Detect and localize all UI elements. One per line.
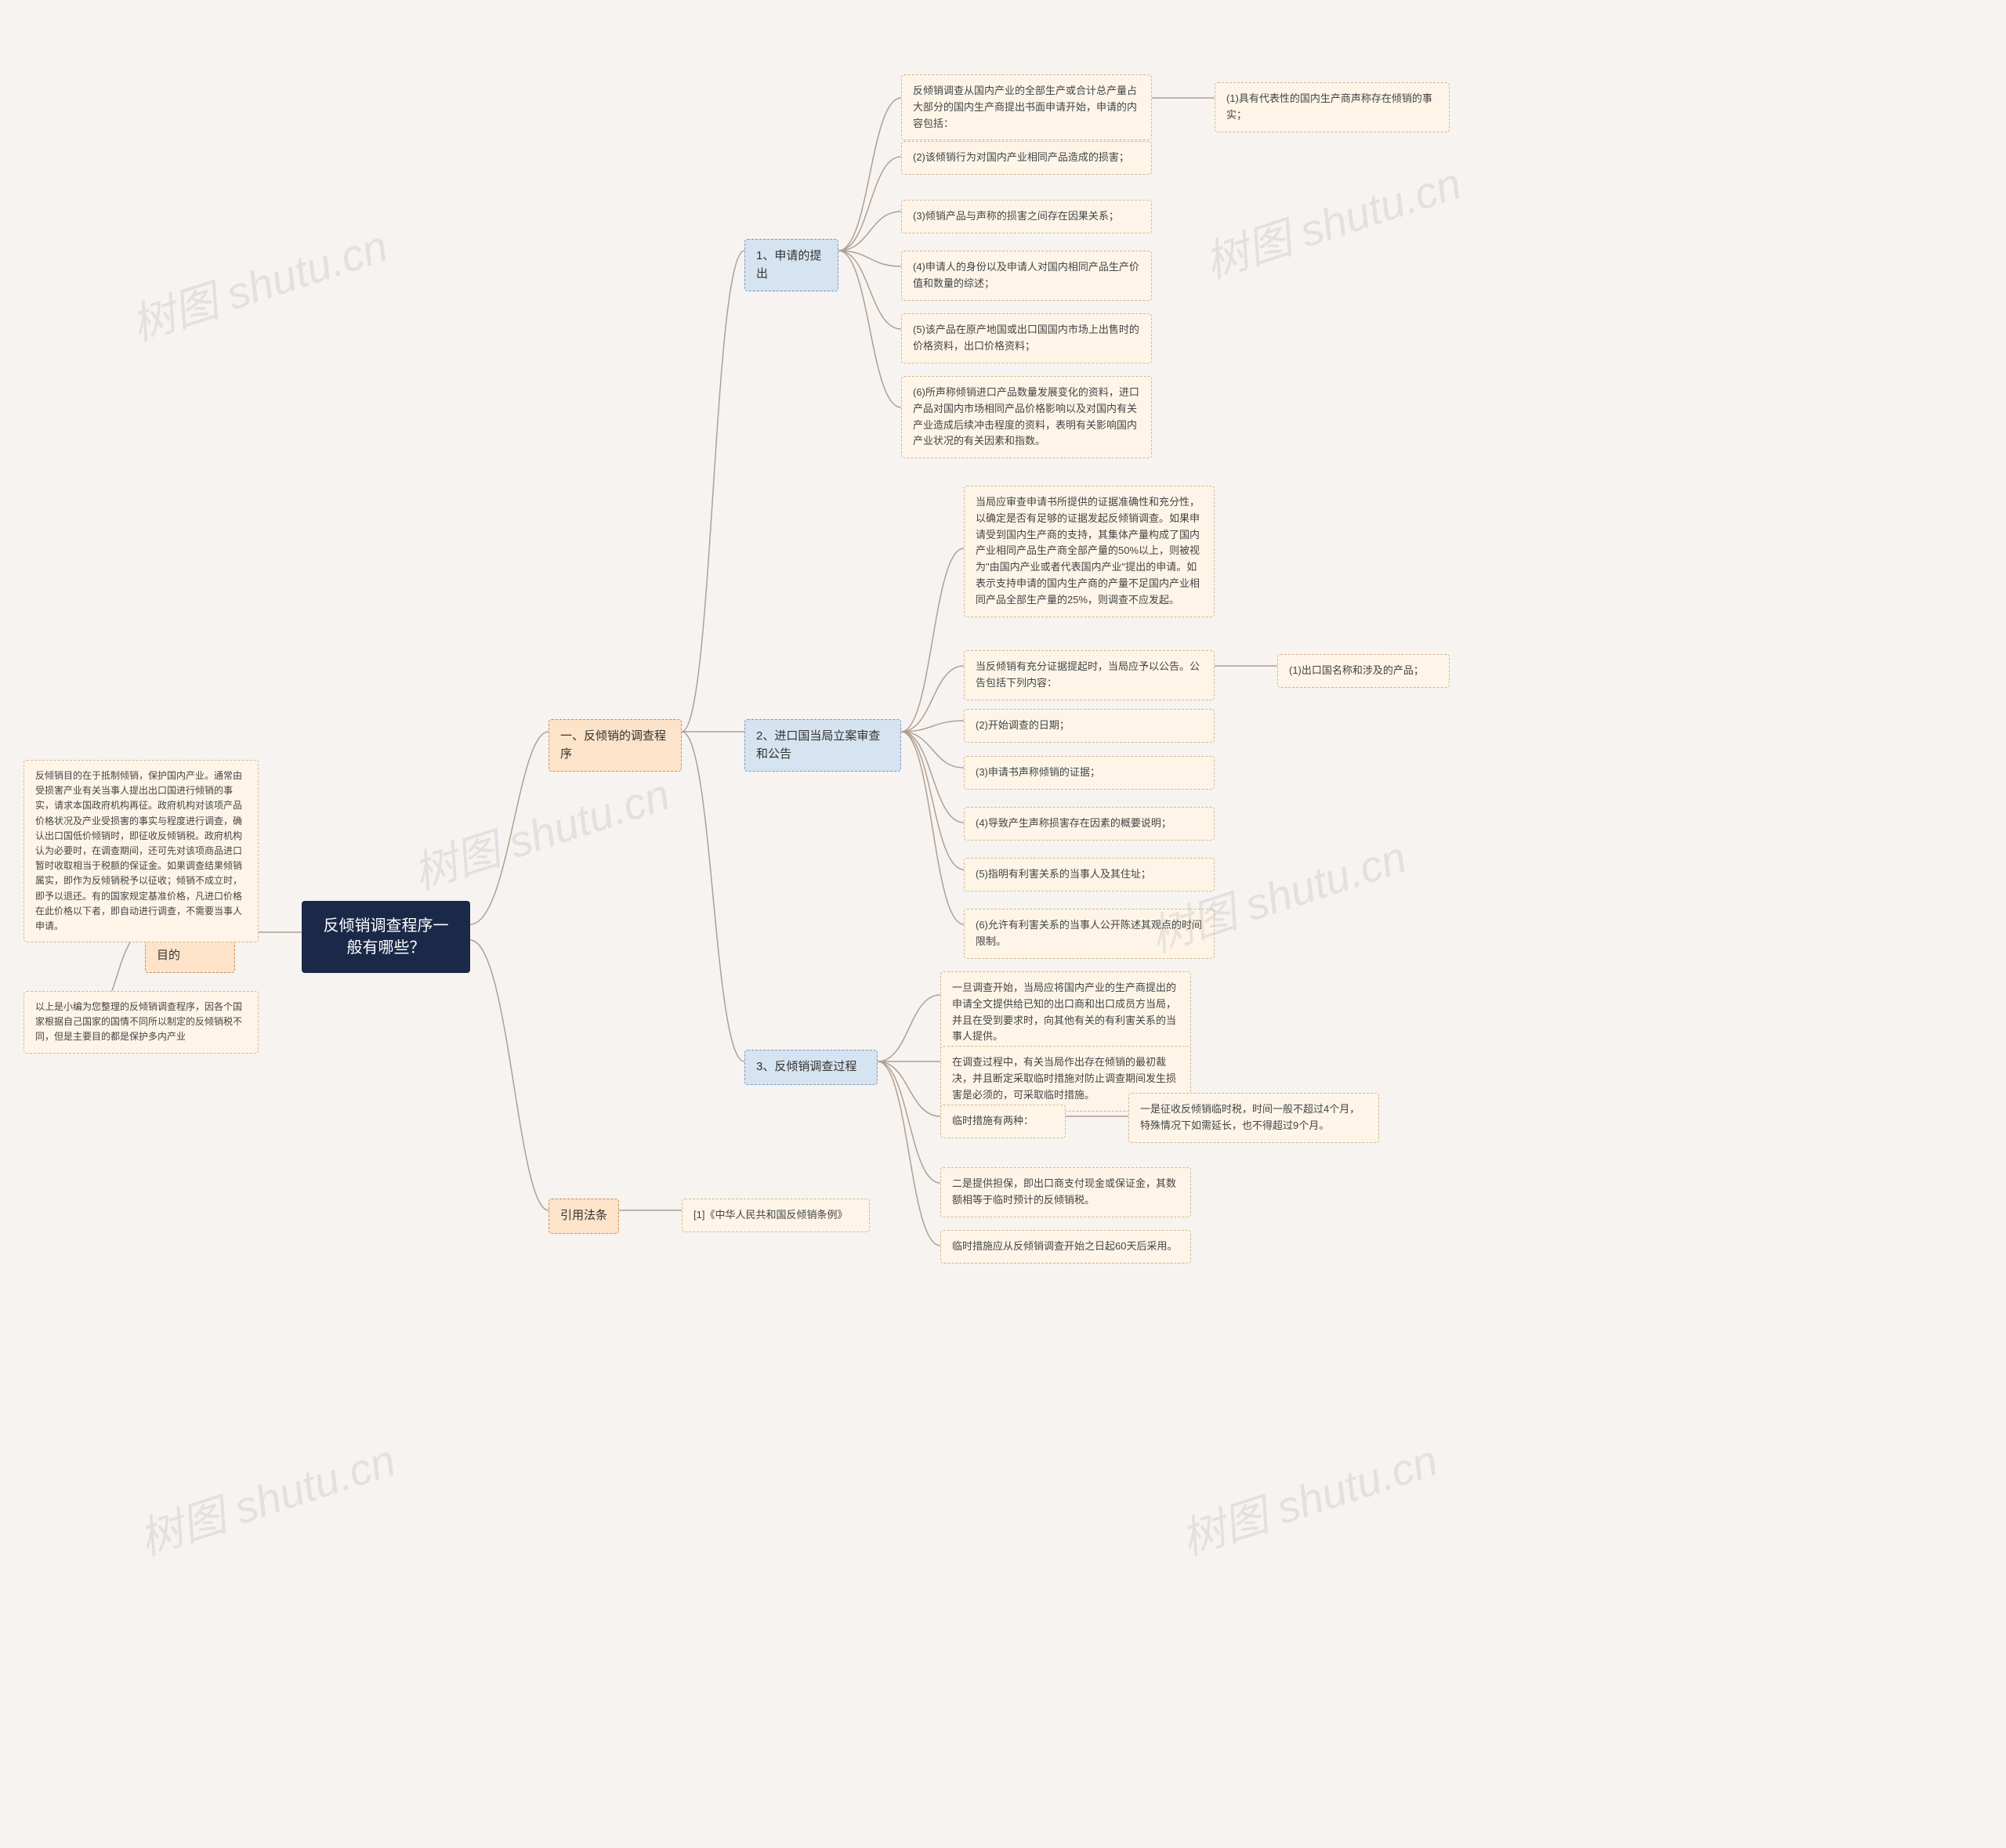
root-label: 反倾销调查程序一般有哪些？ bbox=[324, 917, 449, 957]
s1-i3-text: (3)倾销产品与声称的损害之间存在因果关系； bbox=[913, 210, 1119, 222]
watermark: 树图 shutu.cn bbox=[1172, 1426, 1445, 1568]
branch2-p1-text: 反倾销目的在于抵制倾销，保护国内产业。通常由受损害产业有关当事人提出出口国进行倾… bbox=[35, 770, 242, 931]
root-node: 反倾销调查程序一般有哪些？ bbox=[302, 901, 470, 973]
s2-i3: (3)申请书声称倾销的证据； bbox=[964, 756, 1215, 790]
branch3-p1-text: [1]《中华人民共和国反倾销条例》 bbox=[693, 1209, 847, 1221]
s1-i4: (4)申请人的身份以及申请人对国内相同产品生产价值和数量的综述； bbox=[901, 251, 1152, 301]
watermark: 树图 shutu.cn bbox=[1196, 149, 1468, 291]
s3-p4: 临时措施应从反倾销调查开始之日起60天后采用。 bbox=[940, 1230, 1191, 1264]
s2-i1: (1)出口国名称和涉及的产品； bbox=[1277, 654, 1450, 688]
s3-p3a-text: 一是征收反倾销临时税，时间一般不超过4个月，特殊情况下如需延长，也不得超过9个月… bbox=[1140, 1103, 1360, 1131]
s1-i3: (3)倾销产品与声称的损害之间存在因果关系； bbox=[901, 200, 1152, 233]
s2-p2: 当反倾销有充分证据提起时，当局应予以公告。公告包括下列内容： bbox=[964, 650, 1215, 700]
s1-i5: (5)该产品在原产地国或出口国国内市场上出售时的价格资料，出口价格资料； bbox=[901, 313, 1152, 363]
s3-p1-text: 一旦调查开始，当局应将国内产业的生产商提出的申请全文提供给已知的出口商和出口成员… bbox=[952, 982, 1176, 1042]
s1-i6-text: (6)所声称倾销进口产品数量发展变化的资料，进口产品对国内市场相同产品价格影响以… bbox=[913, 386, 1139, 447]
s2-p1: 当局应审查申请书所提供的证据准确性和充分性，以确定是否有足够的证据发起反倾销调查… bbox=[964, 486, 1215, 617]
branch1-title-text: 一、反倾销的调查程序 bbox=[560, 729, 666, 761]
branch3-title: 引用法条 bbox=[549, 1199, 619, 1234]
s3-p3b: 二是提供担保，即出口商支付现金或保证金，其数额相等于临时预计的反倾销税。 bbox=[940, 1167, 1191, 1217]
s2-i5: (5)指明有利害关系的当事人及其住址； bbox=[964, 858, 1215, 891]
s2-i3-text: (3)申请书声称倾销的证据； bbox=[976, 766, 1100, 778]
s3-p3a: 一是征收反倾销临时税，时间一般不超过4个月，特殊情况下如需延长，也不得超过9个月… bbox=[1128, 1093, 1379, 1143]
branch1-title: 一、反倾销的调查程序 bbox=[549, 719, 682, 772]
branch3-p1: [1]《中华人民共和国反倾销条例》 bbox=[682, 1199, 870, 1232]
s1-intro: 反倾销调查从国内产业的全部生产或合计总产量占大部分的国内生产商提出书面申请开始，… bbox=[901, 74, 1152, 140]
s2-i4-text: (4)导致产生声称损害存在因素的概要说明； bbox=[976, 817, 1171, 829]
s2-i6: (6)允许有利害关系的当事人公开陈述其观点的时间限制。 bbox=[964, 909, 1215, 959]
s3-p4-text: 临时措施应从反倾销调查开始之日起60天后采用。 bbox=[952, 1240, 1177, 1252]
s2-title-text: 2、进口国当局立案审查和公告 bbox=[756, 729, 880, 761]
s2-i1-text: (1)出口国名称和涉及的产品； bbox=[1289, 664, 1424, 676]
s1-i1: (1)具有代表性的国内生产商声称存在倾销的事实； bbox=[1215, 82, 1450, 132]
s3-p3: 临时措施有两种： bbox=[940, 1105, 1066, 1138]
s2-i6-text: (6)允许有利害关系的当事人公开陈述其观点的时间限制。 bbox=[976, 919, 1202, 947]
branch2-p2: 以上是小编为您整理的反倾销调查程序，因各个国家根据自己国家的国情不同所以制定的反… bbox=[24, 991, 259, 1054]
s1-i1-text: (1)具有代表性的国内生产商声称存在倾销的事实； bbox=[1226, 92, 1432, 121]
s2-i5-text: (5)指明有利害关系的当事人及其住址； bbox=[976, 868, 1151, 880]
s1-title-text: 1、申请的提出 bbox=[756, 249, 821, 280]
s2-title: 2、进口国当局立案审查和公告 bbox=[744, 719, 901, 772]
branch2-p1: 反倾销目的在于抵制倾销，保护国内产业。通常由受损害产业有关当事人提出出口国进行倾… bbox=[24, 760, 259, 942]
s2-p1-text: 当局应审查申请书所提供的证据准确性和充分性，以确定是否有足够的证据发起反倾销调查… bbox=[976, 496, 1200, 606]
s1-intro-text: 反倾销调查从国内产业的全部生产或合计总产量占大部分的国内生产商提出书面申请开始，… bbox=[913, 85, 1137, 129]
branch2-p2-text: 以上是小编为您整理的反倾销调查程序，因各个国家根据自己国家的国情不同所以制定的反… bbox=[35, 1001, 242, 1042]
s2-i2-text: (2)开始调查的日期； bbox=[976, 719, 1070, 731]
s1-i2-text: (2)该倾销行为对国内产业相同产品造成的损害； bbox=[913, 151, 1129, 163]
s3-p3-text: 临时措施有两种： bbox=[952, 1115, 1034, 1127]
s1-i6: (6)所声称倾销进口产品数量发展变化的资料，进口产品对国内市场相同产品价格影响以… bbox=[901, 376, 1152, 458]
s2-p2-text: 当反倾销有充分证据提起时，当局应予以公告。公告包括下列内容： bbox=[976, 660, 1200, 689]
watermark: 树图 shutu.cn bbox=[404, 760, 677, 902]
watermark: 树图 shutu.cn bbox=[130, 1426, 403, 1568]
watermark: 树图 shutu.cn bbox=[122, 212, 395, 354]
s2-i2: (2)开始调查的日期； bbox=[964, 709, 1215, 743]
s3-p1: 一旦调查开始，当局应将国内产业的生产商提出的申请全文提供给已知的出口商和出口成员… bbox=[940, 971, 1191, 1054]
s1-title: 1、申请的提出 bbox=[744, 239, 838, 291]
s3-p3b-text: 二是提供担保，即出口商支付现金或保证金，其数额相等于临时预计的反倾销税。 bbox=[952, 1177, 1176, 1206]
s3-title-text: 3、反倾销调查过程 bbox=[756, 1060, 856, 1073]
s1-i5-text: (5)该产品在原产地国或出口国国内市场上出售时的价格资料，出口价格资料； bbox=[913, 324, 1139, 352]
s1-i2: (2)该倾销行为对国内产业相同产品造成的损害； bbox=[901, 141, 1152, 175]
s2-i4: (4)导致产生声称损害存在因素的概要说明； bbox=[964, 807, 1215, 841]
s1-i4-text: (4)申请人的身份以及申请人对国内相同产品生产价值和数量的综述； bbox=[913, 261, 1139, 289]
s3-title: 3、反倾销调查过程 bbox=[744, 1050, 878, 1085]
branch3-title-text: 引用法条 bbox=[560, 1209, 607, 1222]
